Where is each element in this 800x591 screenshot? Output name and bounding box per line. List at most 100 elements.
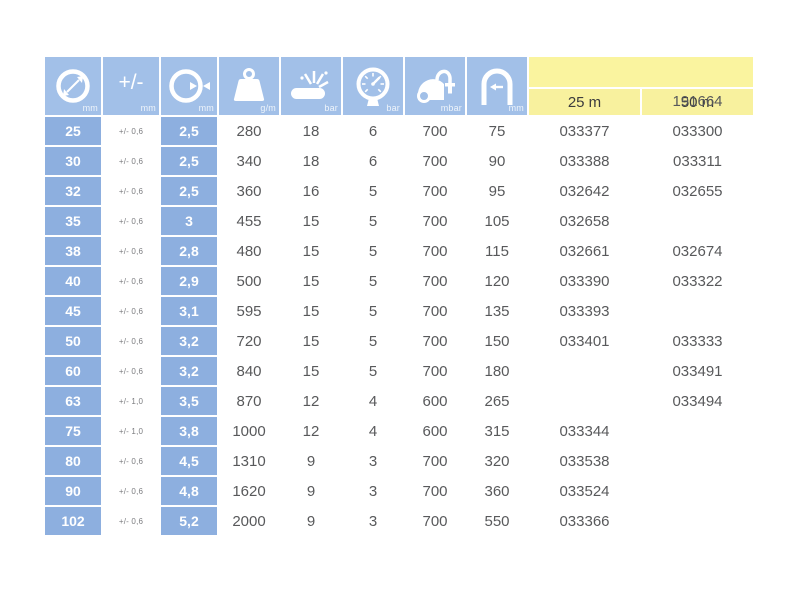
cell-wall-thickness: 2,5	[161, 147, 217, 175]
cell-burst-pressure: 15	[302, 272, 320, 290]
cell-vacuum: 700	[422, 332, 448, 350]
cell-order-number-50m	[642, 417, 753, 445]
unit-label: mm	[82, 103, 98, 113]
cell-inner-diameter: 60	[45, 357, 101, 385]
unit-label: mm	[508, 103, 524, 113]
cell-tolerance: +/- 0,6	[118, 276, 144, 286]
cell-inner-diameter: 25	[45, 117, 101, 145]
cell-vacuum: 700	[422, 272, 448, 290]
cell-burst-pressure: 15	[302, 332, 320, 350]
cell-wall-thickness: 2,5	[161, 177, 217, 205]
cell-wall-thickness: 3,2	[161, 327, 217, 355]
cell-weight: 280	[236, 122, 262, 140]
order-column-25m: 25 m	[529, 89, 640, 115]
cell-bend-radius: 550	[484, 512, 510, 530]
order-number-header: 25 m 50 m	[529, 57, 753, 115]
cell-tolerance: +/- 0,6	[118, 216, 144, 226]
cell-order-number-25m: 032658	[559, 212, 610, 230]
cell-bend-radius: 105	[484, 212, 510, 230]
cell-order-number-25m: 032661	[559, 242, 610, 260]
cell-working-pressure: 5	[368, 362, 378, 380]
vacuum-header: mbar	[405, 57, 465, 115]
cell-wall-thickness: 3,5	[161, 387, 217, 415]
bend-radius-header: mm	[467, 57, 527, 115]
cell-bend-radius: 265	[484, 392, 510, 410]
cell-vacuum: 600	[422, 422, 448, 440]
cell-weight: 1310	[232, 452, 266, 470]
cell-vacuum: 700	[422, 482, 448, 500]
cell-vacuum: 700	[422, 362, 448, 380]
unit-label: mm	[198, 103, 214, 113]
cell-tolerance: +/- 0,6	[118, 516, 144, 526]
cell-tolerance: +/- 0,6	[118, 366, 144, 376]
cell-order-number-50m: 033494	[672, 392, 723, 410]
cell-vacuum: 700	[422, 212, 448, 230]
cell-order-number-25m: 033377	[559, 122, 610, 140]
cell-tolerance: +/- 0,6	[118, 126, 144, 136]
outer-diameter-header: mm	[161, 57, 217, 115]
cell-bend-radius: 90	[488, 152, 506, 170]
cell-working-pressure: 5	[368, 272, 378, 290]
cell-working-pressure: 3	[368, 512, 378, 530]
cell-working-pressure: 6	[368, 122, 378, 140]
cell-working-pressure: 5	[368, 242, 378, 260]
cell-bend-radius: 115	[485, 242, 509, 260]
cell-wall-thickness: 2,8	[161, 237, 217, 265]
cell-bend-radius: 75	[488, 122, 506, 140]
cell-weight: 1620	[232, 482, 266, 500]
cell-tolerance: +/- 0,6	[118, 306, 144, 316]
order-header-band	[529, 57, 753, 87]
pressure-gauge-icon	[352, 64, 394, 108]
cell-order-number-50m	[642, 507, 753, 535]
cell-order-number-50m: 033333	[672, 332, 723, 350]
cell-order-number-50m	[642, 297, 753, 325]
cell-bend-radius: 120	[484, 272, 510, 290]
cell-tolerance: +/- 0,6	[118, 336, 144, 346]
cell-inner-diameter: 30	[45, 147, 101, 175]
cell-burst-pressure: 16	[302, 182, 320, 200]
cell-tolerance: +/- 1,0	[118, 396, 144, 406]
cell-burst-pressure: 15	[302, 362, 320, 380]
cell-burst-pressure: 9	[306, 482, 316, 500]
cell-bend-radius: 180	[484, 362, 510, 380]
cell-order-number-25m: 033538	[559, 452, 610, 470]
cell-inner-diameter: 63	[45, 387, 101, 415]
cell-inner-diameter: 90	[45, 477, 101, 505]
burst-pressure-icon	[288, 65, 334, 107]
cell-order-number-50m: 032655	[672, 182, 723, 200]
cell-order-number-25m	[529, 387, 640, 415]
cell-order-number-25m	[529, 87, 640, 115]
cell-bend-radius: 150	[484, 332, 510, 350]
unit-label: bar	[324, 103, 338, 113]
weight-icon	[229, 65, 269, 107]
cell-burst-pressure: 15	[302, 212, 320, 230]
cell-order-number-25m: 033401	[559, 332, 610, 350]
cell-burst-pressure: 18	[302, 152, 320, 170]
cell-working-pressure: 4	[368, 392, 378, 410]
cell-inner-diameter: 45	[45, 297, 101, 325]
cell-vacuum: 700	[422, 452, 448, 470]
burst-pressure-header: bar	[281, 57, 341, 115]
cell-working-pressure: 5	[368, 332, 378, 350]
cell-order-number-50m	[642, 447, 753, 475]
cell-inner-diameter: 80	[45, 447, 101, 475]
cell-weight: 1000	[232, 422, 266, 440]
cell-tolerance: +/- 0,6	[118, 186, 144, 196]
cell-order-number-50m: 191664	[672, 92, 723, 110]
cell-wall-thickness: 3,1	[161, 297, 217, 325]
cell-inner-diameter: 35	[45, 207, 101, 235]
unit-label: mm	[140, 103, 156, 113]
outer-diameter-icon	[167, 66, 211, 106]
unit-label: bar	[386, 103, 400, 113]
cell-weight: 2000	[232, 512, 266, 530]
cell-bend-radius: 135	[484, 302, 510, 320]
cell-working-pressure: 5	[368, 302, 378, 320]
cell-wall-thickness: 4,5	[161, 447, 217, 475]
cell-tolerance: +/- 1,0	[118, 426, 144, 436]
cell-bend-radius: 315	[484, 422, 510, 440]
cell-tolerance: +/- 0,6	[118, 486, 144, 496]
cell-order-number-50m: 032674	[672, 242, 723, 260]
cell-order-number-25m: 033393	[559, 302, 610, 320]
cell-inner-diameter: 75	[45, 417, 101, 445]
cell-order-number-25m: 033366	[559, 512, 610, 530]
